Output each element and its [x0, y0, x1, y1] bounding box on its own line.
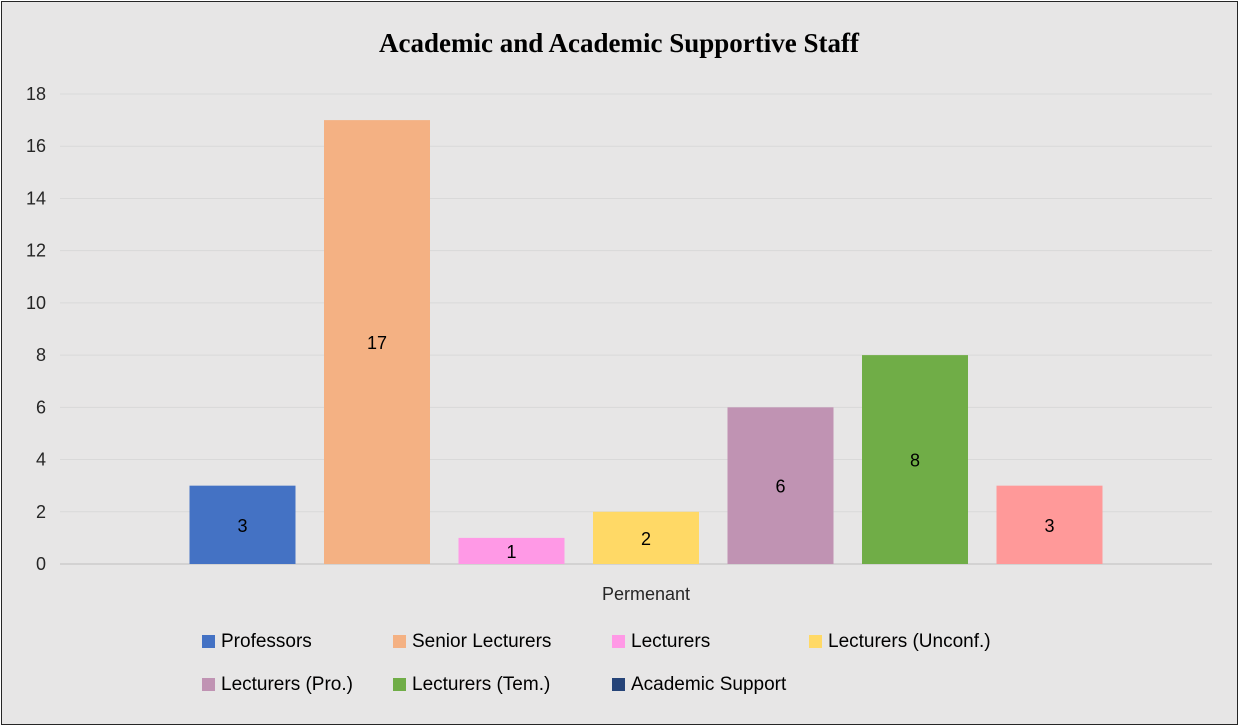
legend-label: Senior Lecturers	[412, 631, 551, 652]
legend-swatch	[393, 678, 406, 691]
legend-swatch	[202, 635, 215, 648]
y-tick-label: 2	[36, 502, 46, 522]
y-tick-label: 18	[26, 84, 46, 104]
bar	[458, 537, 565, 564]
y-tick-label: 0	[36, 554, 46, 574]
bar	[593, 511, 699, 564]
legend-label: Professors	[221, 631, 312, 652]
bar	[189, 485, 296, 564]
y-tick-label: 6	[36, 397, 46, 417]
y-tick-label: 10	[26, 293, 46, 313]
data-label: 3	[237, 516, 247, 536]
data-label: 2	[641, 529, 651, 549]
data-labels: 3 17 1 2 6 8 3	[237, 333, 1054, 562]
y-axis-tick-labels: 0 2 4 6 8 10 12 14 16 18	[26, 84, 46, 574]
y-tick-label: 4	[36, 450, 46, 470]
legend-label: Lecturers (Tem.)	[412, 674, 550, 695]
data-label: 17	[367, 333, 387, 353]
legend-swatch	[393, 635, 406, 648]
data-label: 6	[775, 477, 785, 497]
bar	[727, 407, 834, 564]
bar	[324, 120, 430, 564]
y-tick-label: 14	[26, 188, 46, 208]
bar	[996, 485, 1103, 564]
legend-swatch	[202, 678, 215, 691]
y-tick-label: 16	[26, 136, 46, 156]
y-tick-label: 8	[36, 345, 46, 365]
data-label: 3	[1044, 516, 1054, 536]
legend-label: Lecturers	[631, 631, 710, 652]
data-label: 1	[506, 542, 516, 562]
y-tick-label: 12	[26, 241, 46, 261]
legend-swatch	[612, 635, 625, 648]
legend-label: Lecturers (Unconf.)	[828, 631, 991, 652]
data-label: 8	[910, 451, 920, 471]
legend-label: Lecturers (Pro.)	[221, 674, 353, 695]
chart-title: Academic and Academic Supportive Staff	[379, 28, 860, 58]
legend: Professors Senior Lecturers Lecturers Lectu…	[202, 631, 991, 695]
legend-swatch	[809, 635, 822, 648]
category-label: Permenant	[602, 584, 690, 604]
legend-swatch	[612, 678, 625, 691]
legend-label: Academic Support	[631, 674, 787, 695]
bars	[189, 120, 1103, 564]
bar	[862, 355, 968, 564]
